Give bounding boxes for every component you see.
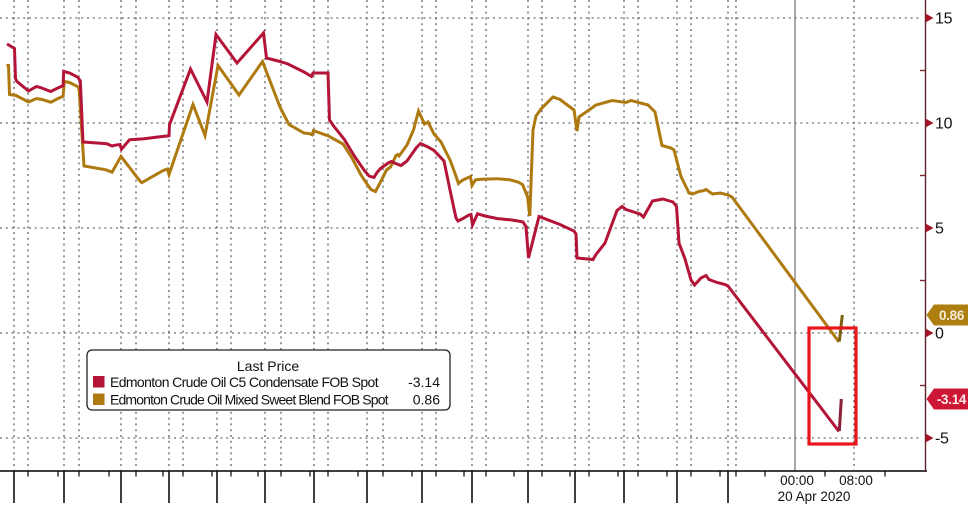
svg-text:0: 0 — [935, 326, 944, 343]
svg-text:Edmonton Crude Oil C5 Condensa: Edmonton Crude Oil C5 Condensate FOB Spo… — [110, 374, 379, 390]
svg-text:08:00: 08:00 — [839, 473, 873, 488]
svg-text:Edmonton Crude Oil Mixed Sweet: Edmonton Crude Oil Mixed Sweet Blend FOB… — [110, 392, 389, 408]
svg-text:0.86: 0.86 — [413, 392, 440, 408]
svg-text:00:00: 00:00 — [780, 473, 814, 488]
svg-text:-3.14: -3.14 — [408, 374, 440, 390]
svg-text:15: 15 — [935, 11, 953, 28]
svg-text:20 Apr 2020: 20 Apr 2020 — [778, 489, 851, 504]
svg-text:0.86: 0.86 — [939, 308, 965, 323]
svg-text:5: 5 — [935, 221, 944, 238]
svg-text:10: 10 — [935, 116, 953, 133]
svg-text:-5: -5 — [935, 431, 949, 448]
svg-text:-3.14: -3.14 — [937, 392, 967, 407]
svg-text:Last Price: Last Price — [237, 358, 299, 374]
